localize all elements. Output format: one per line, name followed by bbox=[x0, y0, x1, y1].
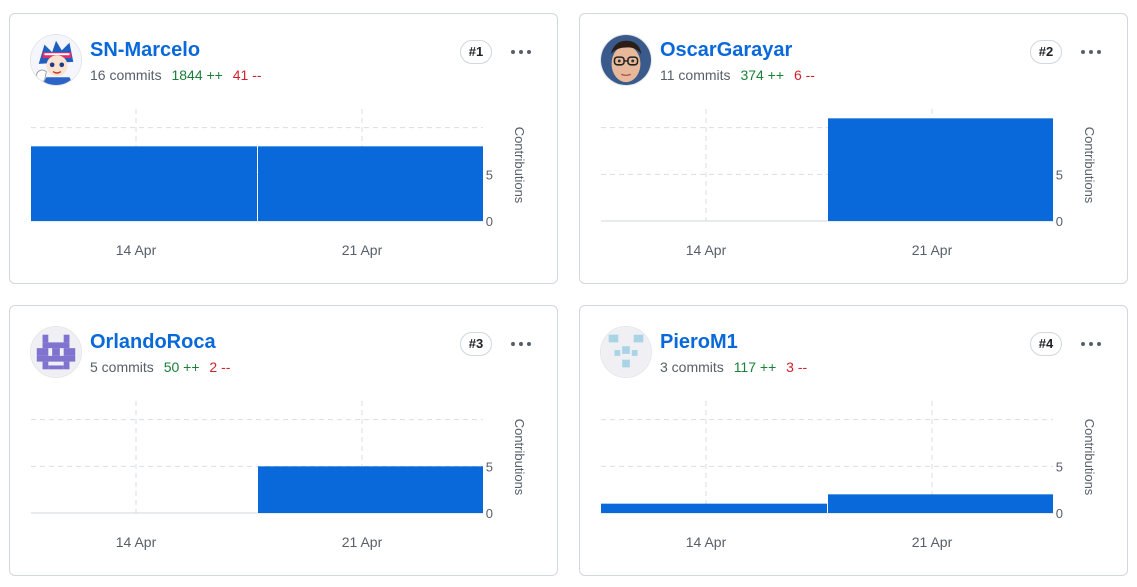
additions-count: 117 ++ bbox=[733, 359, 777, 375]
rank-badge: #2 bbox=[1030, 40, 1062, 64]
username-link[interactable]: OscarGarayar bbox=[660, 39, 793, 61]
y-tick-label: 0 bbox=[486, 214, 493, 229]
contributions-chart: 14 Apr 21 Apr 5 0 Contributions bbox=[601, 109, 1097, 258]
avatar[interactable] bbox=[30, 34, 82, 86]
additions-count: 1844 ++ bbox=[171, 67, 223, 83]
x-tick-label: 14 Apr bbox=[686, 242, 727, 258]
contribution-stats: 3 commits 117 ++ 3 -- bbox=[660, 358, 807, 376]
commit-count: 11 commits bbox=[660, 67, 731, 83]
contribution-stats: 5 commits 50 ++ 2 -- bbox=[90, 358, 230, 376]
commit-count: 5 commits bbox=[90, 359, 154, 375]
photo-avatar-icon bbox=[601, 35, 651, 85]
anime-character-avatar-icon bbox=[31, 35, 81, 85]
contribution-bar bbox=[601, 503, 827, 513]
deletions-count: 6 -- bbox=[793, 67, 815, 83]
identicon-purple-icon bbox=[31, 327, 81, 377]
commit-count: 16 commits bbox=[90, 67, 162, 83]
x-tick-label: 21 Apr bbox=[342, 534, 383, 550]
kebab-horizontal-icon bbox=[1081, 50, 1101, 54]
contribution-bar bbox=[258, 146, 483, 221]
contribution-bar bbox=[31, 146, 257, 221]
avatar[interactable] bbox=[600, 34, 652, 86]
x-tick-label: 14 Apr bbox=[116, 242, 157, 258]
y-tick-label: 0 bbox=[1056, 214, 1063, 229]
contributions-chart: 14 Apr 21 Apr 5 0 Contributions bbox=[31, 401, 527, 550]
more-options-button[interactable] bbox=[1079, 332, 1103, 356]
x-tick-label: 14 Apr bbox=[686, 534, 727, 550]
contribution-bar bbox=[258, 466, 483, 513]
more-options-button[interactable] bbox=[509, 40, 533, 64]
contribution-stats: 11 commits 374 ++ 6 -- bbox=[660, 66, 815, 84]
y-axis-title: Contributions bbox=[1082, 419, 1097, 496]
more-options-button[interactable] bbox=[1079, 40, 1103, 64]
contribution-bar bbox=[828, 118, 1053, 221]
deletions-count: 2 -- bbox=[209, 359, 231, 375]
avatar[interactable] bbox=[30, 326, 82, 378]
contributions-chart: 14 Apr 21 Apr 5 0 Contributions bbox=[601, 401, 1097, 550]
x-tick-label: 21 Apr bbox=[342, 242, 383, 258]
x-tick-label: 21 Apr bbox=[912, 534, 953, 550]
x-tick-label: 14 Apr bbox=[116, 534, 157, 550]
deletions-count: 41 -- bbox=[232, 67, 262, 83]
additions-count: 50 ++ bbox=[163, 359, 200, 375]
y-axis-title: Contributions bbox=[512, 419, 527, 496]
contribution-bar bbox=[828, 494, 1053, 513]
kebab-horizontal-icon bbox=[511, 50, 531, 54]
y-tick-label: 5 bbox=[486, 459, 493, 474]
contributor-card: PieroM1 3 commits 117 ++ 3 -- #4 14 Apr 2… bbox=[579, 305, 1128, 576]
x-tick-label: 21 Apr bbox=[912, 242, 953, 258]
avatar[interactable] bbox=[600, 326, 652, 378]
username-link[interactable]: OrlandoRoca bbox=[90, 331, 216, 353]
rank-badge: #3 bbox=[460, 332, 492, 356]
contributor-card: OrlandoRoca 5 commits 50 ++ 2 -- #3 14 A… bbox=[9, 305, 558, 576]
deletions-count: 3 -- bbox=[786, 359, 808, 375]
rank-badge: #1 bbox=[460, 40, 492, 64]
y-tick-label: 0 bbox=[1056, 506, 1063, 521]
contributor-card: SN-Marcelo 16 commits 1844 ++ 41 -- #1 1… bbox=[9, 13, 558, 284]
y-tick-label: 5 bbox=[1056, 459, 1063, 474]
username-link[interactable]: PieroM1 bbox=[660, 331, 738, 353]
y-tick-label: 0 bbox=[486, 506, 493, 521]
identicon-light-blue-icon bbox=[601, 327, 651, 377]
additions-count: 374 ++ bbox=[740, 67, 785, 83]
y-tick-label: 5 bbox=[1056, 167, 1063, 182]
username-link[interactable]: SN-Marcelo bbox=[90, 39, 201, 61]
more-options-button[interactable] bbox=[509, 332, 533, 356]
y-axis-title: Contributions bbox=[512, 127, 527, 204]
contribution-stats: 16 commits 1844 ++ 41 -- bbox=[90, 66, 262, 84]
kebab-horizontal-icon bbox=[511, 342, 531, 346]
y-tick-label: 5 bbox=[486, 167, 493, 182]
contributions-chart: 14 Apr 21 Apr 5 0 Contributions bbox=[31, 109, 527, 258]
kebab-horizontal-icon bbox=[1081, 342, 1101, 346]
commit-count: 3 commits bbox=[660, 359, 724, 375]
contributor-card: OscarGarayar 11 commits 374 ++ 6 -- #2 1… bbox=[579, 13, 1128, 284]
y-axis-title: Contributions bbox=[1082, 127, 1097, 204]
rank-badge: #4 bbox=[1030, 332, 1062, 356]
